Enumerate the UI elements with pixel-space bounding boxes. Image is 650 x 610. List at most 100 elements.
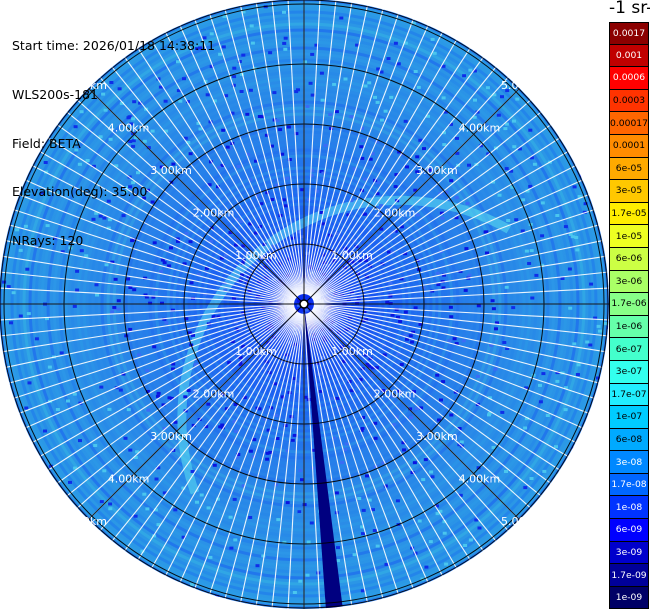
speckle: [441, 96, 446, 100]
speckle: [373, 421, 378, 425]
speckle: [443, 110, 448, 114]
speckle: [568, 306, 573, 310]
speckle: [297, 303, 301, 307]
ring-label: 2.00km: [374, 207, 416, 220]
ring-label: 4.00km: [459, 122, 501, 135]
speckle: [43, 161, 48, 164]
speckle: [415, 213, 420, 217]
speckle: [396, 62, 401, 66]
speckle: [538, 400, 543, 404]
speckle: [380, 118, 384, 122]
speckle: [382, 353, 387, 357]
speckle: [468, 538, 473, 542]
speckle: [223, 288, 228, 292]
speckle: [218, 425, 223, 429]
speckle: [560, 277, 565, 280]
speckle: [238, 363, 243, 367]
speckle: [524, 249, 529, 253]
speckle: [349, 389, 354, 393]
speckle: [181, 486, 186, 490]
speckle: [265, 327, 270, 331]
speckle: [146, 146, 151, 150]
speckle: [268, 451, 273, 454]
ray-line: [66, 111, 297, 299]
speckle: [18, 314, 23, 318]
speckle: [169, 246, 173, 250]
speckle: [265, 289, 270, 293]
speckle: [403, 119, 408, 123]
speckle: [449, 413, 454, 417]
ray-line: [66, 309, 297, 497]
colorbar-cell: 1e-05: [609, 225, 649, 248]
speckle: [365, 474, 369, 478]
speckle: [320, 98, 325, 102]
ray-line: [313, 255, 606, 303]
speckle: [186, 100, 190, 104]
speckle: [293, 327, 297, 331]
speckle: [192, 389, 197, 393]
speckle: [415, 155, 420, 159]
speckle: [126, 277, 131, 281]
ray-line: [309, 56, 484, 297]
speckle: [409, 416, 413, 420]
speckle: [303, 395, 308, 399]
ray-line: [311, 111, 542, 299]
speckle: [286, 125, 291, 129]
speckle: [257, 115, 262, 118]
speckle: [284, 353, 289, 357]
speckle: [298, 469, 303, 473]
speckle: [283, 204, 288, 208]
speckle: [376, 67, 381, 71]
speckle: [384, 562, 389, 566]
speckle: [245, 112, 250, 116]
ring-label: 4.00km: [459, 472, 501, 485]
ray-line: [240, 313, 303, 603]
speckle: [478, 144, 483, 148]
ray-line: [311, 310, 532, 509]
speckle: [128, 185, 133, 189]
speckle: [182, 262, 187, 266]
speckle: [432, 51, 437, 55]
speckle: [278, 279, 283, 283]
ray-line: [165, 312, 300, 577]
speckle: [158, 85, 163, 89]
ray-line: [309, 311, 484, 552]
speckle: [596, 376, 600, 380]
speckle: [128, 327, 133, 331]
speckle: [315, 361, 320, 365]
colorbar-cell: 0.0003: [609, 89, 649, 113]
speckle: [511, 306, 516, 310]
speckle: [364, 259, 368, 263]
speckle: [344, 327, 349, 331]
speckle: [99, 500, 104, 504]
speckle: [598, 329, 602, 333]
speckle: [156, 523, 161, 527]
ray-line: [5, 305, 295, 368]
speckle: [189, 281, 194, 285]
speckle: [240, 273, 244, 277]
speckle: [163, 99, 168, 103]
speckle: [319, 170, 324, 173]
speckle: [131, 181, 136, 185]
speckle: [232, 497, 237, 501]
speckle: [375, 100, 380, 104]
speckle: [283, 424, 288, 428]
speckle: [236, 165, 241, 168]
speckle: [454, 196, 459, 200]
speckle: [360, 589, 365, 593]
speckle: [164, 129, 169, 133]
speckle: [293, 332, 298, 335]
speckle: [329, 328, 334, 332]
speckle: [225, 145, 230, 149]
speckle: [164, 321, 169, 325]
ray-line: [313, 306, 599, 384]
diagonal-spoke: [87, 87, 305, 305]
ray-line: [39, 151, 296, 300]
speckle: [68, 480, 72, 484]
ray-line: [0, 304, 295, 337]
speckle: [360, 156, 365, 160]
ray-line: [305, 2, 353, 295]
speckle: [249, 327, 254, 331]
speckle: [527, 262, 532, 265]
colorbar-cell: 1e-08: [609, 496, 649, 520]
